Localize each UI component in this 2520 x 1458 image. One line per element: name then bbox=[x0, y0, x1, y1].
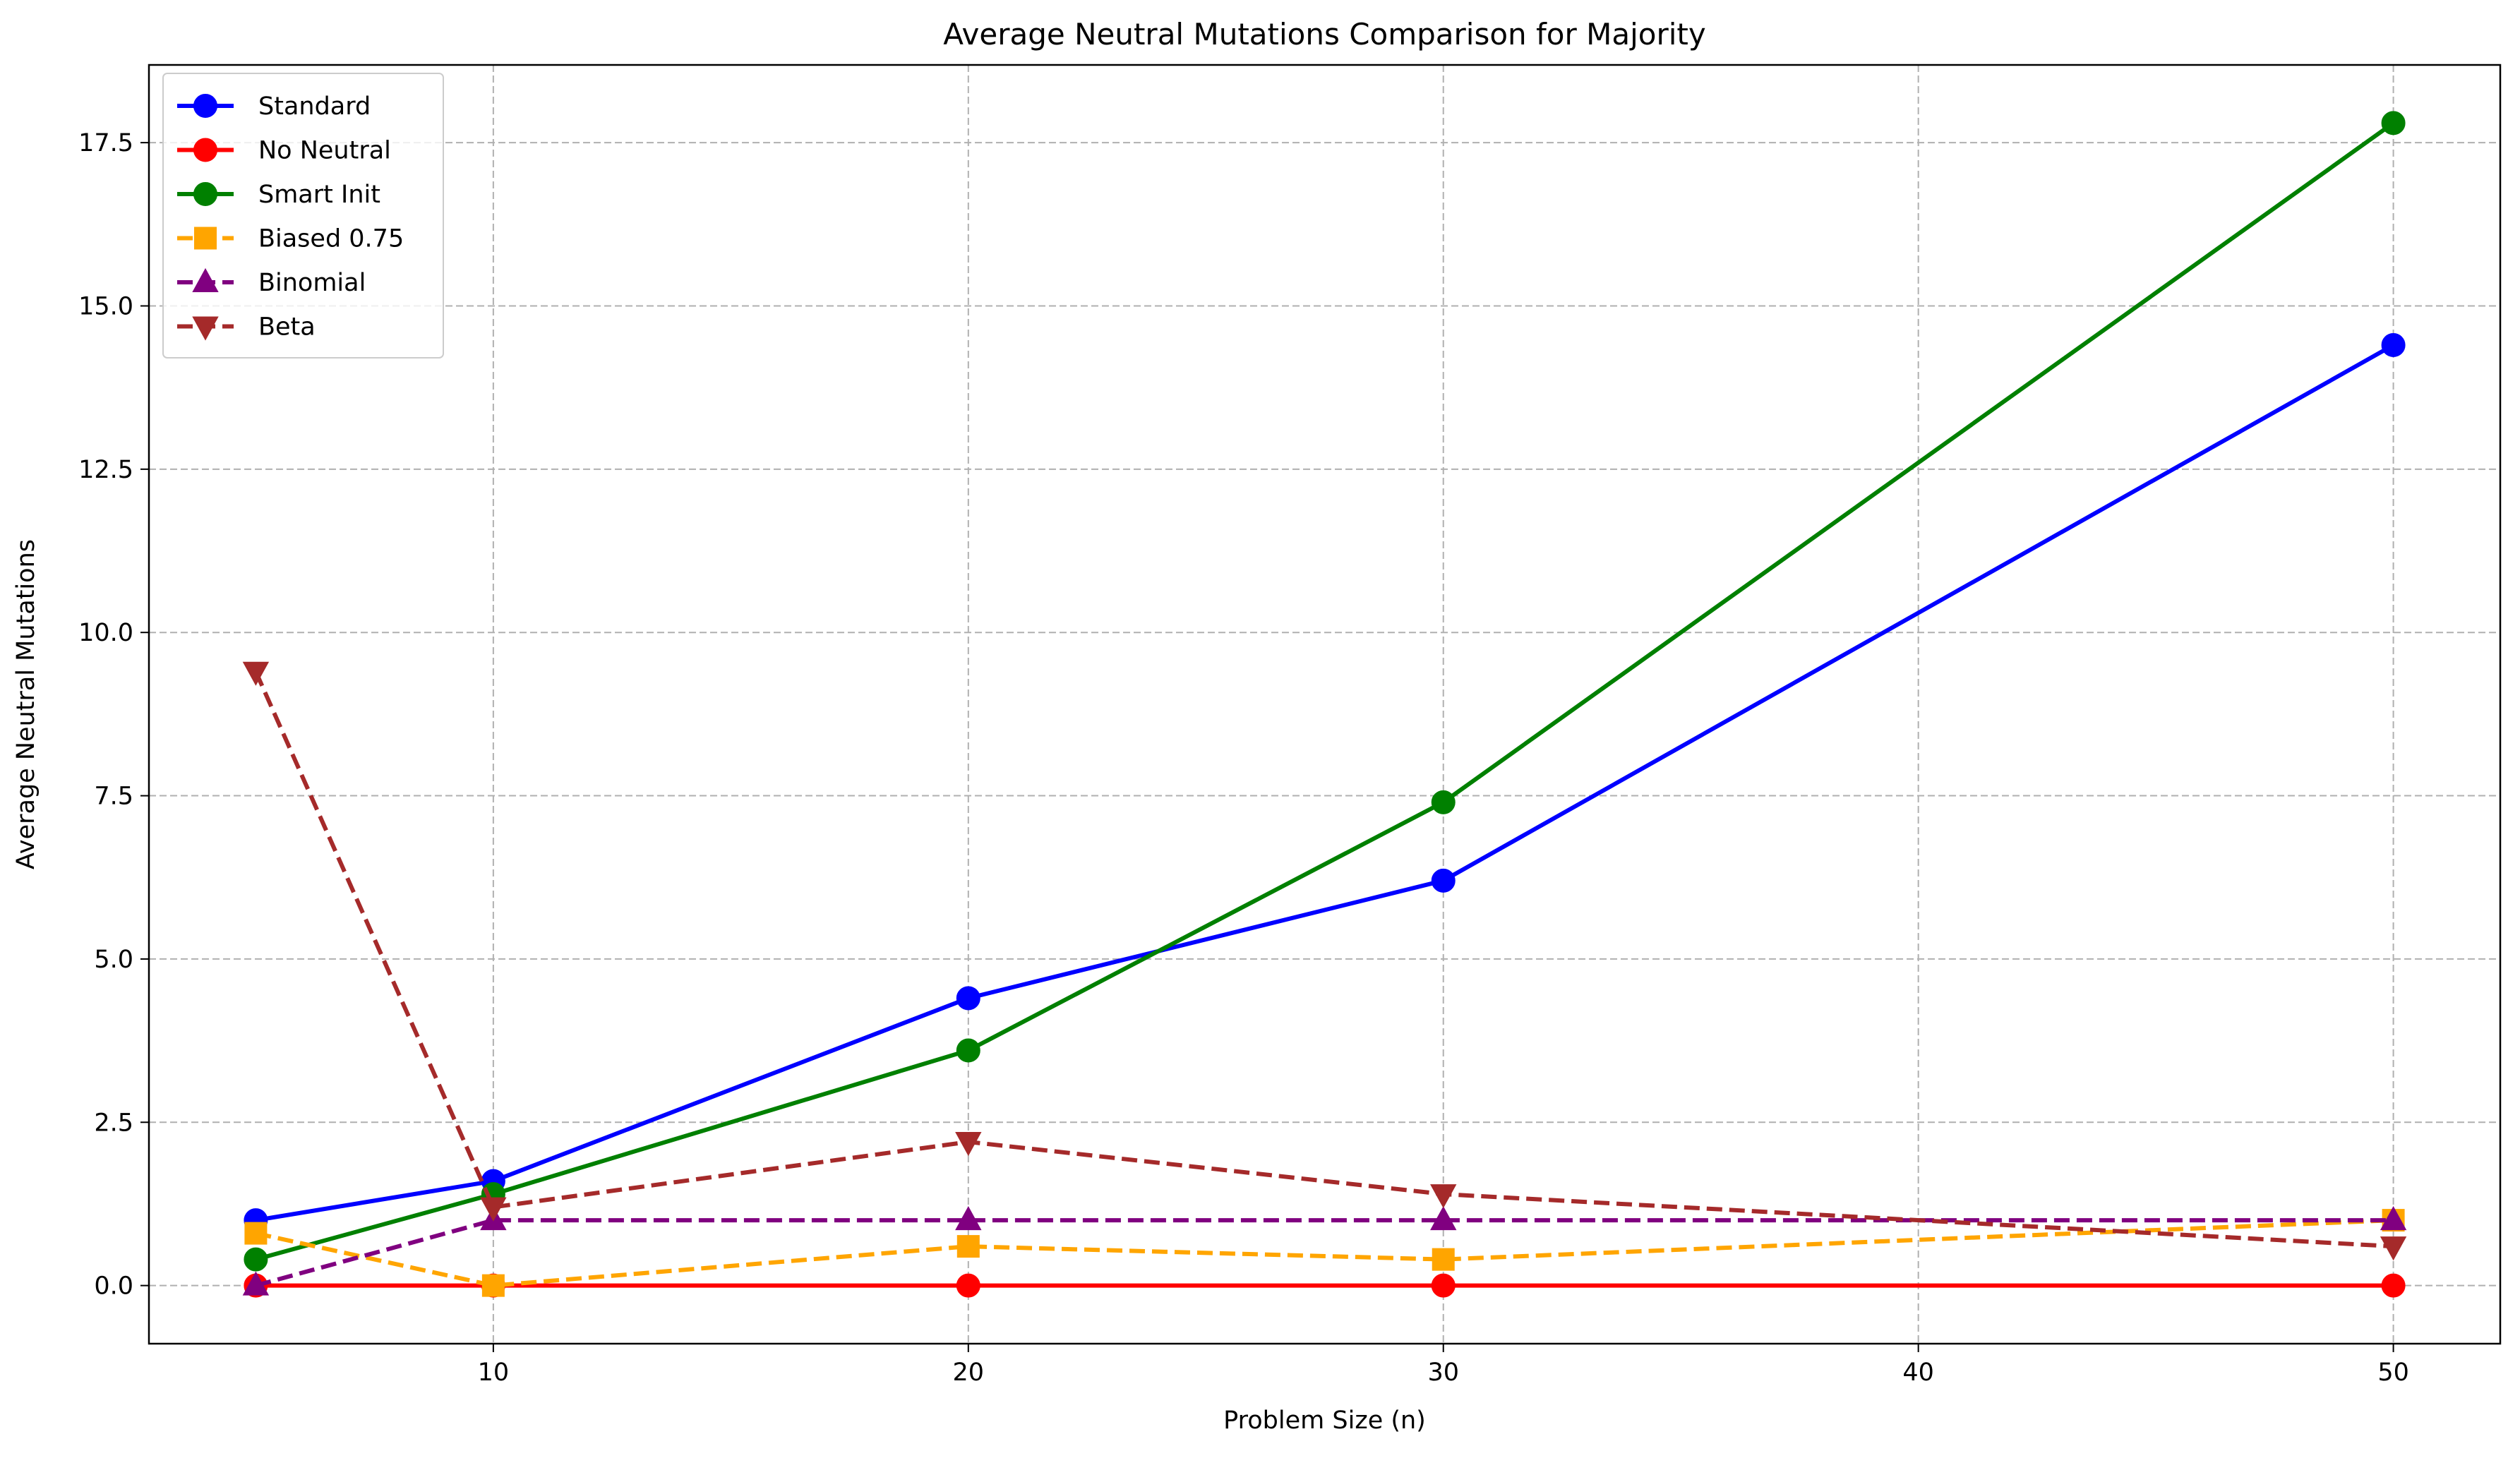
data-point-binomial-3 bbox=[1430, 1206, 1457, 1231]
data-point-biased-0-75-2 bbox=[956, 1235, 980, 1258]
series-lines bbox=[242, 111, 2407, 1298]
x-tick-label-4: 50 bbox=[2377, 1358, 2409, 1387]
x-tick-label-1: 20 bbox=[953, 1358, 985, 1387]
data-point-biased-0-75-0 bbox=[244, 1222, 268, 1245]
series-standard bbox=[244, 333, 2406, 1233]
data-point-smart-init-3 bbox=[1431, 790, 1456, 814]
grid-lines bbox=[149, 65, 2500, 1344]
y-axis-title: Average Neutral Mutations bbox=[12, 539, 40, 869]
x-tick-label-3: 40 bbox=[1902, 1358, 1934, 1387]
data-point-beta-3 bbox=[1430, 1184, 1457, 1209]
data-point-biased-0-75-1 bbox=[481, 1274, 505, 1297]
data-point-smart-init-4 bbox=[2381, 111, 2406, 135]
data-point-beta-2 bbox=[955, 1132, 982, 1157]
legend-label-binomial: Binomial bbox=[258, 269, 366, 297]
legend-marker-beta bbox=[192, 316, 219, 341]
y-tick-label-3: 7.5 bbox=[94, 783, 133, 811]
legend-label-beta: Beta bbox=[258, 313, 316, 342]
x-tick-label-2: 30 bbox=[1427, 1358, 1459, 1387]
data-point-biased-0-75-3 bbox=[1432, 1248, 1455, 1271]
data-point-beta-0 bbox=[242, 661, 270, 686]
data-point-no-neutral-4 bbox=[2381, 1273, 2406, 1298]
y-tick-label-2: 5.0 bbox=[94, 946, 133, 974]
series-line-smart-init bbox=[253, 121, 2396, 1262]
legend-marker-no-neutral bbox=[193, 138, 217, 162]
legend-marker-binomial bbox=[192, 267, 219, 292]
data-point-smart-init-2 bbox=[956, 1038, 980, 1063]
chart-title: Average Neutral Mutations Comparison for… bbox=[943, 17, 1705, 52]
legend-label-no-neutral: No Neutral bbox=[258, 137, 391, 165]
series-smart-init bbox=[244, 111, 2406, 1272]
series-biased-0-75 bbox=[244, 1209, 2405, 1297]
data-point-binomial-4 bbox=[2380, 1206, 2407, 1231]
legend-label-smart-init: Smart Init bbox=[258, 181, 380, 209]
x-axis-title: Problem Size (n) bbox=[1223, 1406, 1426, 1435]
data-point-no-neutral-2 bbox=[956, 1273, 980, 1298]
legend-marker-standard bbox=[193, 94, 217, 118]
data-point-standard-3 bbox=[1431, 868, 1456, 893]
data-point-beta-4 bbox=[2380, 1236, 2407, 1261]
legend-marker-biased-0-75 bbox=[194, 227, 217, 250]
y-tick-label-6: 15.0 bbox=[78, 292, 133, 320]
series-line-binomial bbox=[255, 1218, 2394, 1288]
series-line-standard bbox=[253, 343, 2396, 1223]
plot-area-frame bbox=[148, 64, 2502, 1345]
legend-label-biased-0-75: Biased 0.75 bbox=[258, 225, 404, 253]
legend-marker-smart-init bbox=[193, 182, 217, 206]
data-point-standard-2 bbox=[956, 986, 980, 1011]
series-line-biased-0-75 bbox=[255, 1218, 2394, 1288]
x-tick-label-0: 10 bbox=[478, 1358, 510, 1387]
y-tick-label-7: 17.5 bbox=[78, 129, 133, 157]
legend: Standard No Neutral Smart Init Biased 0.75 B… bbox=[162, 73, 444, 359]
y-tick-label-0: 0.0 bbox=[94, 1272, 133, 1301]
legend-label-standard: Standard bbox=[258, 92, 371, 121]
legend-box bbox=[162, 73, 444, 359]
series-beta bbox=[242, 661, 2407, 1261]
data-point-beta-1 bbox=[480, 1197, 507, 1222]
axis-ticks: 10 20 30 40 50 0.0 2.5 5.0 7.5 10.0 12.5 15.0 17.5 bbox=[78, 129, 2409, 1387]
data-point-binomial-2 bbox=[955, 1206, 982, 1231]
y-tick-label-1: 2.5 bbox=[94, 1109, 133, 1137]
data-point-binomial-0 bbox=[242, 1271, 270, 1296]
y-tick-label-5: 12.5 bbox=[78, 456, 133, 484]
series-binomial bbox=[242, 1206, 2407, 1296]
data-point-smart-init-0 bbox=[244, 1247, 268, 1272]
data-point-standard-4 bbox=[2381, 333, 2406, 358]
data-point-no-neutral-3 bbox=[1431, 1273, 1456, 1298]
y-tick-label-4: 10.0 bbox=[78, 619, 133, 647]
